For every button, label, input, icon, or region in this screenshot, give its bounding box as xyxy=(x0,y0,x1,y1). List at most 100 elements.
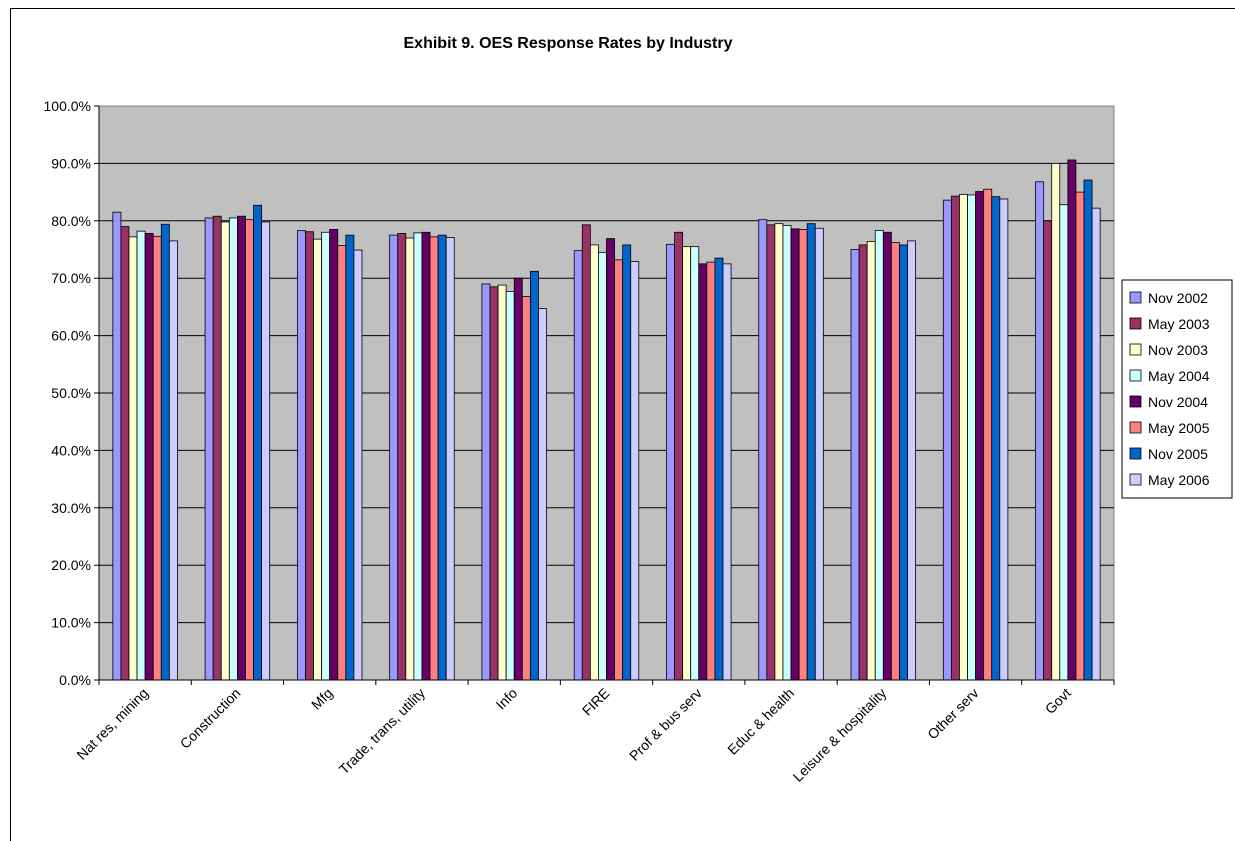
bar xyxy=(815,228,823,680)
bar xyxy=(338,245,346,680)
bar xyxy=(598,252,606,680)
bar xyxy=(707,262,715,680)
bar xyxy=(390,235,398,680)
legend-label: Nov 2002 xyxy=(1148,290,1208,306)
bar xyxy=(498,285,506,680)
bar xyxy=(414,233,422,680)
bar xyxy=(775,224,783,680)
bar xyxy=(1044,221,1052,680)
bar xyxy=(1076,192,1084,680)
legend-swatch xyxy=(1130,474,1141,485)
bar xyxy=(137,231,145,680)
x-category-label: Mfg xyxy=(308,685,336,713)
legend-label: May 2004 xyxy=(1148,368,1210,384)
bar xyxy=(205,218,213,680)
bar xyxy=(1092,208,1100,680)
bar xyxy=(530,271,538,680)
y-tick-label: 20.0% xyxy=(51,557,91,573)
bar xyxy=(221,222,229,680)
bar xyxy=(213,216,221,680)
bar xyxy=(398,233,406,680)
bar xyxy=(254,205,262,680)
bar xyxy=(623,245,631,680)
bar xyxy=(984,189,992,680)
bar xyxy=(305,232,313,680)
x-category-label: Nat res, mining xyxy=(73,685,151,763)
legend-swatch xyxy=(1130,370,1141,381)
bar xyxy=(992,197,1000,680)
bar xyxy=(1052,163,1060,680)
bar xyxy=(1000,199,1008,680)
bar xyxy=(482,284,490,680)
legend-label: May 2003 xyxy=(1148,316,1210,332)
bar xyxy=(683,247,691,680)
bar xyxy=(422,232,430,680)
y-tick-label: 90.0% xyxy=(51,155,91,171)
x-category-label: Leisure & hospitality xyxy=(790,685,890,785)
bar xyxy=(875,231,883,680)
bar xyxy=(959,194,967,680)
bar xyxy=(883,232,891,680)
bar xyxy=(297,231,305,680)
legend-label: Nov 2005 xyxy=(1148,446,1208,462)
bar xyxy=(715,258,723,680)
legend-label: Nov 2003 xyxy=(1148,342,1208,358)
legend-swatch xyxy=(1130,344,1141,355)
bar xyxy=(859,245,867,680)
bar xyxy=(666,244,674,680)
x-category-label: Prof & bus serv xyxy=(626,685,705,764)
y-tick-label: 50.0% xyxy=(51,385,91,401)
bar xyxy=(908,241,916,680)
x-category-label: Other serv xyxy=(924,685,982,743)
bar xyxy=(314,239,322,680)
bar xyxy=(899,245,907,680)
bar xyxy=(1084,180,1092,680)
legend-swatch xyxy=(1130,448,1141,459)
bar xyxy=(169,241,177,680)
bar xyxy=(245,220,253,680)
bar xyxy=(129,237,137,680)
bar xyxy=(723,264,731,680)
bar xyxy=(783,225,791,680)
x-category-label: FIRE xyxy=(579,685,613,719)
y-tick-label: 70.0% xyxy=(51,270,91,286)
legend-label: Nov 2004 xyxy=(1148,394,1208,410)
bar xyxy=(968,195,976,680)
legend-label: May 2005 xyxy=(1148,420,1210,436)
bar xyxy=(582,225,590,680)
legend-swatch xyxy=(1130,318,1141,329)
legend-swatch xyxy=(1130,396,1141,407)
bar xyxy=(851,250,859,681)
bar xyxy=(490,287,498,680)
bar xyxy=(759,220,767,680)
legend-swatch xyxy=(1130,292,1141,303)
bar xyxy=(346,235,354,680)
bar xyxy=(322,232,330,680)
bar xyxy=(574,251,582,680)
bar xyxy=(145,233,153,680)
x-category-label: Educ & health xyxy=(724,685,797,758)
bar xyxy=(976,192,984,680)
bar xyxy=(943,200,951,680)
bar xyxy=(807,224,815,680)
y-tick-label: 40.0% xyxy=(51,442,91,458)
bar xyxy=(615,260,623,680)
bar xyxy=(590,245,598,680)
bar xyxy=(330,229,338,680)
bar xyxy=(121,227,129,680)
legend-label: May 2006 xyxy=(1148,472,1210,488)
legend-swatch xyxy=(1130,422,1141,433)
bar xyxy=(699,264,707,680)
bar xyxy=(514,278,522,680)
bar xyxy=(799,229,807,680)
bar xyxy=(691,247,699,680)
bar xyxy=(867,241,875,680)
bar xyxy=(262,222,270,680)
legend-box xyxy=(1122,280,1232,498)
y-tick-label: 100.0% xyxy=(44,98,91,114)
y-tick-label: 60.0% xyxy=(51,328,91,344)
bar xyxy=(438,235,446,680)
y-tick-label: 10.0% xyxy=(51,615,91,631)
chart-title: Exhibit 9. OES Response Rates by Industr… xyxy=(404,35,733,52)
